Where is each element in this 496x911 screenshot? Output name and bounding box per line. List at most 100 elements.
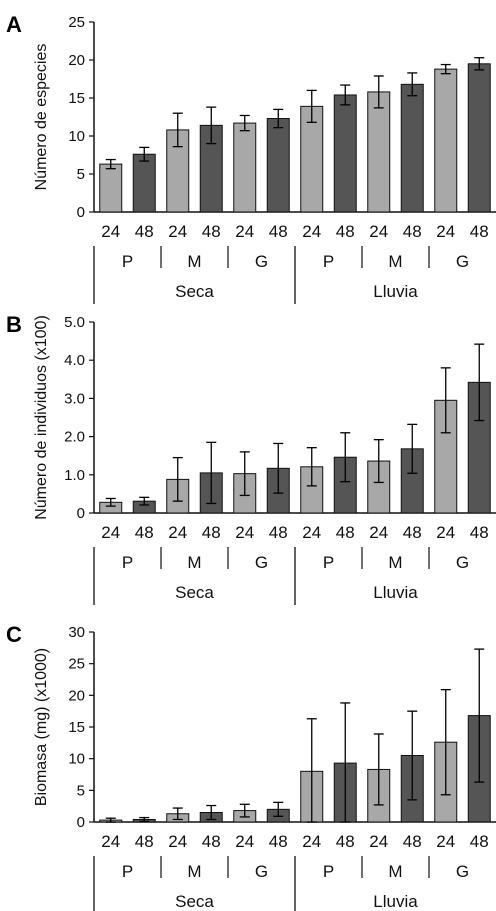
y-tick-label-b: 3.0 xyxy=(64,390,85,407)
error-bar-a-2 xyxy=(139,146,150,162)
season-label-a: Lluvia xyxy=(373,282,418,301)
bar-a-5 xyxy=(233,122,257,213)
hour-label-b: 48 xyxy=(135,523,154,542)
bar-a-9 xyxy=(367,91,391,213)
size-label-a: M xyxy=(187,252,201,271)
hour-label-b: 24 xyxy=(302,523,321,542)
hour-label-b: 48 xyxy=(202,523,221,542)
size-label-b: P xyxy=(122,553,133,572)
panel-a-species-count: A Número de especies 0 5 10 15 20 25 24 48 24 48 24 4… xyxy=(6,12,496,304)
y-axis-label-a: Número de especies xyxy=(33,44,50,191)
y-tick-label-c: 25 xyxy=(68,656,85,673)
y-tick-label-c: 15 xyxy=(68,719,85,736)
hour-label-a: 48 xyxy=(403,222,422,241)
error-bar-c-5 xyxy=(239,803,250,818)
error-bar-c-4 xyxy=(206,804,217,821)
size-label-b: M xyxy=(388,553,402,572)
season-label-c: Seca xyxy=(175,892,214,911)
error-bar-b-6 xyxy=(273,442,284,494)
season-label-b: Lluvia xyxy=(373,583,418,602)
error-bar-a-6 xyxy=(273,108,284,129)
error-bar-a-5 xyxy=(239,114,250,132)
y-tick-label-b: 2.0 xyxy=(64,429,85,446)
error-bar-c-6 xyxy=(273,801,284,817)
error-bar-a-12 xyxy=(474,57,485,71)
hour-label-a: 24 xyxy=(436,222,455,241)
hour-label-c: 48 xyxy=(403,832,422,851)
hour-label-a: 24 xyxy=(168,222,187,241)
hour-label-a: 24 xyxy=(235,222,254,241)
size-label-b: P xyxy=(323,553,334,572)
bar-a-6 xyxy=(266,118,290,213)
hour-label-b: 24 xyxy=(436,523,455,542)
size-label-b: M xyxy=(187,553,201,572)
bar-a-12 xyxy=(467,63,491,213)
season-label-a: Seca xyxy=(175,282,214,301)
hour-label-b: 48 xyxy=(403,523,422,542)
bar-a-1 xyxy=(99,163,123,213)
y-tick-label-a: 15 xyxy=(68,90,85,107)
panel-letter-c: C xyxy=(6,622,22,647)
error-bar-b-9 xyxy=(373,439,384,484)
error-bar-b-3 xyxy=(172,456,183,502)
hour-label-c: 48 xyxy=(336,832,355,851)
hour-label-b: 48 xyxy=(470,523,489,542)
hour-label-a: 48 xyxy=(336,222,355,241)
error-bar-b-2 xyxy=(139,496,150,506)
bar-a-2 xyxy=(132,153,156,213)
hour-label-a: 24 xyxy=(302,222,321,241)
error-bar-a-4 xyxy=(206,106,217,145)
y-tick-label-a: 25 xyxy=(68,14,85,31)
panel-b-individuals-count: B Número de individuos (x100) 0 1.0 2.0 3.0 4.… xyxy=(6,312,496,605)
y-tick-label-b: 5.0 xyxy=(64,314,85,331)
hour-label-c: 24 xyxy=(369,832,388,851)
size-label-a: P xyxy=(122,252,133,271)
hour-label-a: 48 xyxy=(135,222,154,241)
error-bar-c-9 xyxy=(373,733,384,806)
error-bar-a-7 xyxy=(306,89,317,123)
y-tick-label-c: 30 xyxy=(68,624,85,641)
error-bar-b-8 xyxy=(340,432,351,483)
y-tick-label-a: 5 xyxy=(77,166,85,183)
size-label-c: G xyxy=(255,862,268,881)
hour-label-c: 24 xyxy=(235,832,254,851)
y-tick-label-b: 1.0 xyxy=(64,467,85,484)
hour-label-a: 24 xyxy=(101,222,120,241)
error-bar-c-10 xyxy=(407,710,418,801)
bar-a-10 xyxy=(400,83,424,213)
hour-label-a: 48 xyxy=(470,222,489,241)
hour-label-c: 24 xyxy=(101,832,120,851)
hour-label-c: 24 xyxy=(302,832,321,851)
error-bar-a-10 xyxy=(407,72,418,97)
hour-label-b: 48 xyxy=(269,523,288,542)
size-label-b: G xyxy=(456,553,469,572)
y-tick-label-a: 0 xyxy=(77,204,85,221)
panel-c-biomass: C Biomasa (mg) (x1000) 0 5 10 15 20 25 30 24 48 24 4… xyxy=(6,622,496,911)
size-label-a: P xyxy=(323,252,334,271)
y-axis-label-c: Biomasa (mg) (x1000) xyxy=(33,648,50,806)
error-bar-b-10 xyxy=(407,423,418,474)
bar-a-11 xyxy=(434,68,458,213)
hour-label-c: 48 xyxy=(135,832,154,851)
hour-label-c: 24 xyxy=(168,832,187,851)
size-label-c: M xyxy=(187,862,201,881)
error-bar-b-4 xyxy=(206,441,217,505)
error-bar-c-7 xyxy=(306,718,317,823)
panel-letter-a: A xyxy=(6,12,22,37)
hour-label-b: 24 xyxy=(101,523,120,542)
bar-a-8 xyxy=(333,94,357,213)
error-bar-a-11 xyxy=(440,63,451,75)
error-bar-c-8 xyxy=(340,702,351,823)
error-bar-c-1 xyxy=(105,817,116,823)
error-bar-c-12 xyxy=(474,648,485,783)
size-label-a: M xyxy=(388,252,402,271)
hour-label-b: 24 xyxy=(369,523,388,542)
season-label-c: Lluvia xyxy=(373,892,418,911)
error-bar-a-3 xyxy=(172,112,183,148)
error-bar-b-7 xyxy=(306,447,317,487)
panel-letter-b: B xyxy=(6,312,22,337)
size-label-c: M xyxy=(388,862,402,881)
error-bar-b-1 xyxy=(105,497,116,507)
season-label-b: Seca xyxy=(175,583,214,602)
